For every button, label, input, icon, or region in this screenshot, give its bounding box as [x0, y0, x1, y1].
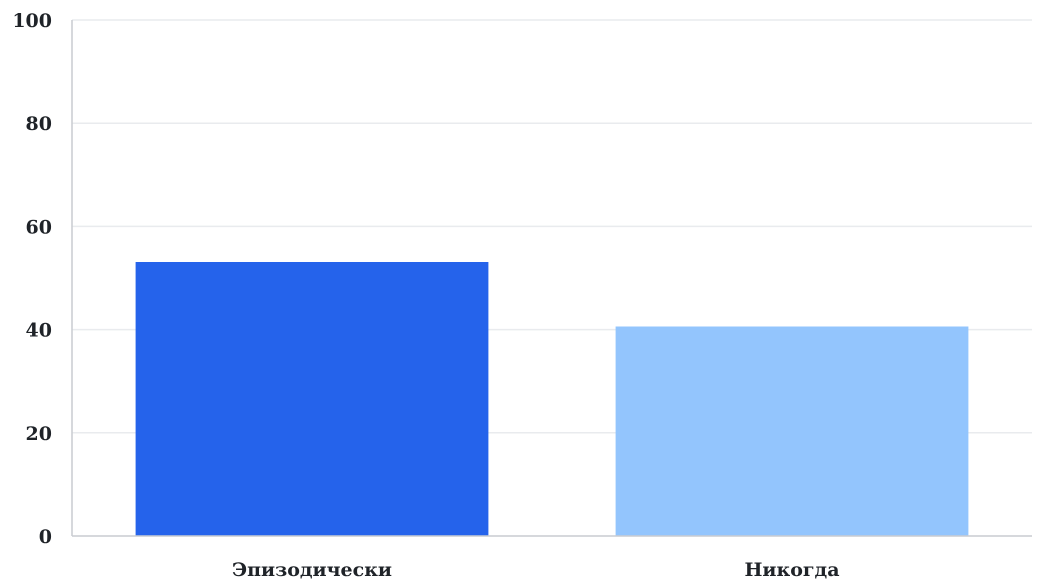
y-tick-label: 100 [12, 10, 52, 32]
y-tick-label: 60 [26, 216, 52, 238]
x-category-label: Эпизодически [232, 559, 392, 580]
bar-1 [135, 262, 489, 536]
bars [135, 262, 969, 536]
y-tick-label: 0 [39, 526, 52, 548]
y-tick-label: 80 [26, 113, 52, 135]
y-tick-label: 40 [26, 320, 52, 342]
axes [71, 20, 1032, 537]
labels: 0 20 40 60 80 100 Эпизодически Никогда [12, 10, 839, 580]
bar-2 [615, 326, 969, 536]
x-category-label: Никогда [744, 559, 839, 580]
y-tick-label: 20 [26, 423, 52, 445]
